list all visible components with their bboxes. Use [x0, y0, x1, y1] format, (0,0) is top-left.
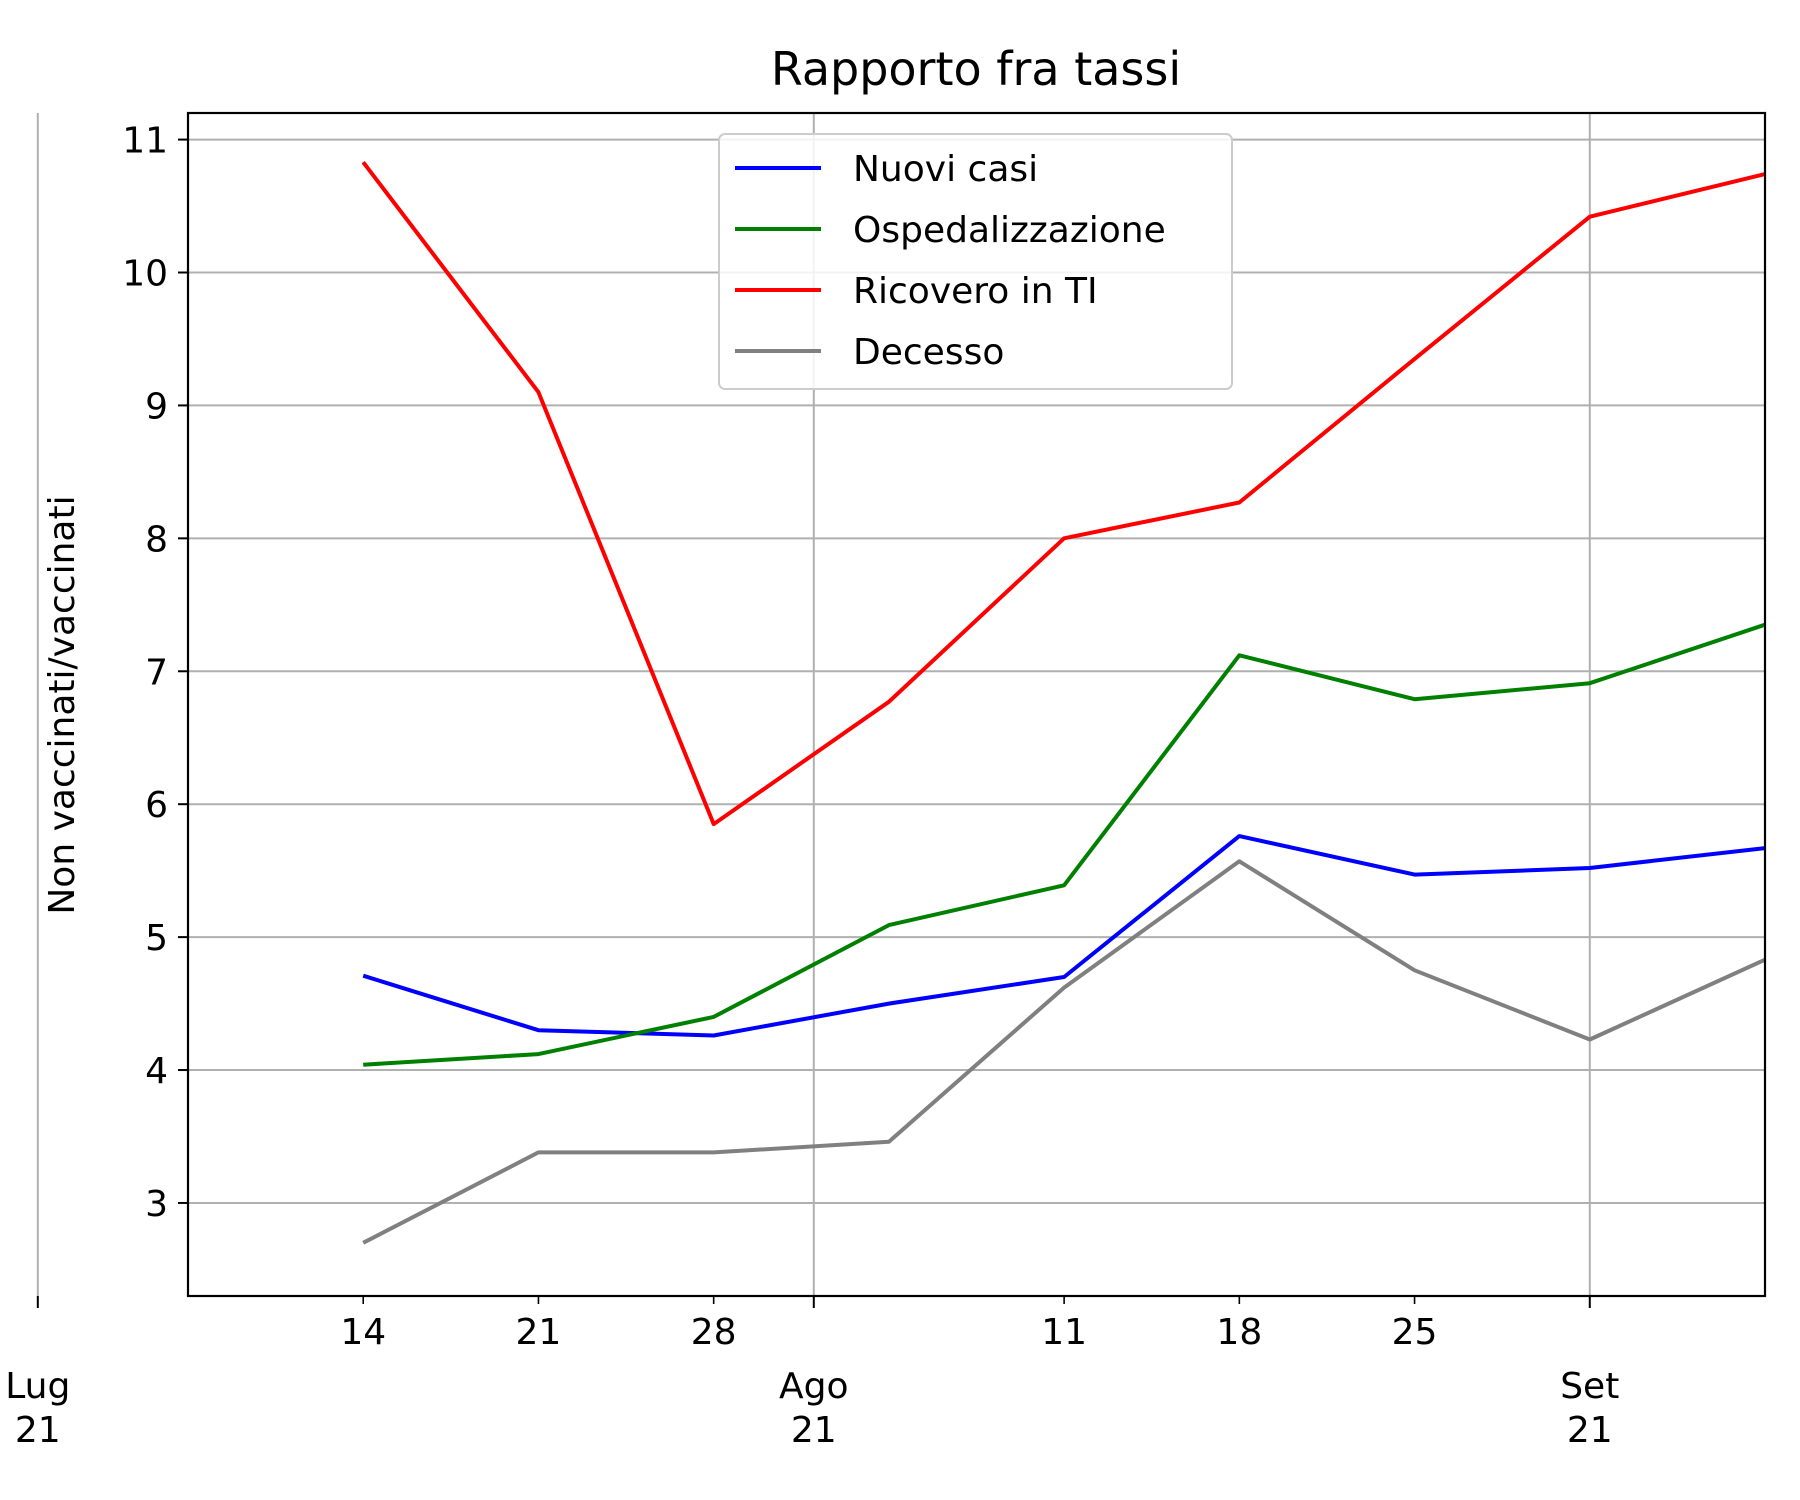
y-tick-label: 10 [122, 254, 168, 295]
y-tick-label: 11 [122, 121, 168, 162]
y-axis-ticks: 3 4 5 6 7 8 9 10 11 [122, 121, 188, 1225]
y-tick-label: 3 [145, 1184, 168, 1225]
x-month-label: Ago [779, 1366, 849, 1407]
y-tick-label: 6 [145, 785, 168, 826]
chart-title: Rapporto fra tassi [771, 42, 1181, 96]
legend-label: Ricovero in TI [853, 271, 1098, 312]
legend-box [718, 133, 1233, 390]
legend-label: Ospedalizzazione [853, 210, 1166, 251]
x-tick-label: 28 [691, 1312, 737, 1353]
y-axis-label: Non vaccinati/vaccinati [42, 495, 83, 914]
x-tick-label: 18 [1216, 1312, 1262, 1353]
series-line [362, 859, 1766, 1245]
legend-label: Nuovi casi [853, 149, 1038, 190]
x-tick-label: 21 [516, 1312, 562, 1353]
plot-frame [186, 111, 1767, 1298]
x-tick-label: 25 [1392, 1312, 1438, 1353]
series-line [362, 834, 1766, 1038]
series-line [361, 160, 1766, 827]
x-month-label: Set [1560, 1366, 1619, 1407]
x-year-label: 21 [1567, 1410, 1613, 1451]
x-tick-label: 14 [340, 1312, 386, 1353]
legend-label: Decesso [853, 332, 1004, 373]
x-month-label: Lug [5, 1366, 70, 1407]
y-tick-label: 7 [145, 652, 168, 693]
series-lines [361, 160, 1766, 1245]
series-line [363, 622, 1766, 1067]
y-tick-label: 5 [145, 918, 168, 959]
x-year-label: 21 [15, 1410, 61, 1451]
y-tick-label: 4 [145, 1051, 168, 1092]
y-tick-label: 8 [145, 519, 168, 560]
legend: Nuovi casi Ospedalizzazione Ricovero in TI… [718, 133, 1233, 390]
y-tick-label: 9 [145, 386, 168, 427]
x-tick-label: 11 [1041, 1312, 1087, 1353]
x-year-label: 21 [791, 1410, 837, 1451]
